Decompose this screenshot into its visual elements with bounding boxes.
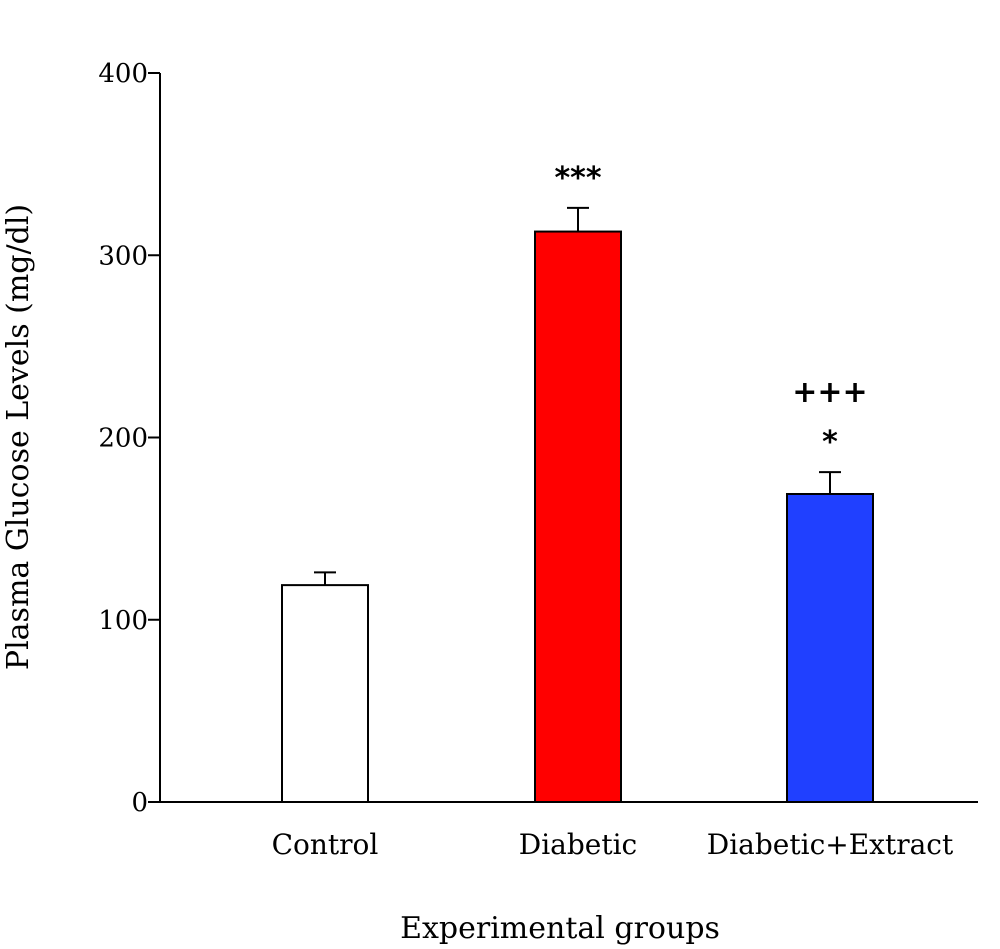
bar-control bbox=[281, 584, 369, 803]
y-tick-label: 300 bbox=[98, 241, 148, 271]
significance-marker: * bbox=[822, 425, 838, 460]
x-tick-label: Control bbox=[272, 828, 379, 861]
y-tick-label: 100 bbox=[98, 606, 148, 636]
y-tick-label: 200 bbox=[98, 424, 148, 454]
bar-diabetic-extract bbox=[786, 492, 874, 803]
significance-marker: +++ bbox=[792, 375, 867, 410]
y-axis-title: Plasma Glucose Levels (mg/dl) bbox=[1, 204, 36, 670]
x-axis: Control Diabetic Diabetic+Extract bbox=[160, 801, 978, 861]
x-tick-label: Diabetic+Extract bbox=[707, 828, 954, 861]
x-tick-label: Diabetic bbox=[519, 828, 637, 861]
annotations: ****+++ bbox=[554, 161, 867, 460]
y-tick-label: 0 bbox=[131, 788, 148, 818]
y-axis: 0 100 200 300 400 bbox=[98, 59, 161, 818]
x-axis-title: Experimental groups bbox=[400, 911, 720, 945]
bar-diabetic bbox=[534, 230, 622, 803]
bars bbox=[281, 206, 874, 803]
y-tick-label: 400 bbox=[98, 59, 148, 89]
significance-marker: *** bbox=[554, 161, 601, 196]
